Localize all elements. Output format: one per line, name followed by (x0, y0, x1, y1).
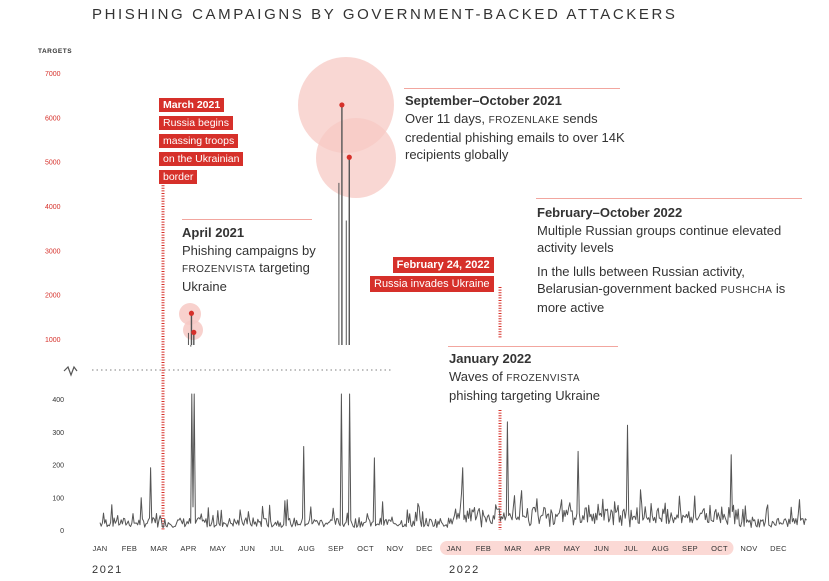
march-2021-tag-line: March 2021 (159, 98, 225, 112)
april-2021-body-pre: Phishing campaigns by (182, 243, 316, 258)
y-tick-label: 200 (52, 463, 64, 470)
y-tick-label: 1000 (45, 337, 61, 344)
jan-2022-heading: January 2022 (449, 351, 532, 366)
jan-2022-actor: FROZENVISTA (506, 373, 580, 384)
feboct-2022-body2-post: is more active (537, 281, 786, 315)
x-tick-label: MAR (504, 544, 522, 553)
x-tick-label: OCT (357, 544, 374, 553)
year-label-2022: 2022 (449, 564, 480, 576)
peak-highlight-circle (316, 118, 396, 198)
peak-point (188, 310, 195, 316)
x-tick-label: OCT (711, 544, 728, 553)
x-tick-label: FEB (122, 544, 138, 553)
x-tick-label: JAN (92, 544, 107, 553)
y-tick-label: 5000 (45, 160, 61, 167)
feb-24-2022-tag-line: Russia invades Ukraine (370, 276, 494, 292)
x-tick-label: APR (180, 544, 197, 553)
feboct-2022-rule (536, 198, 802, 199)
x-tick-label: MAY (564, 544, 581, 553)
x-tick-label: JUN (240, 544, 255, 553)
peak-point (339, 102, 345, 108)
april-2021-heading: April 2021 (182, 225, 245, 240)
x-tick-label: SEP (328, 544, 344, 553)
x-tick-label: APR (534, 544, 551, 553)
x-tick-label: FEB (476, 544, 492, 553)
y-tick-label: 300 (52, 430, 64, 437)
march-2021-tag-line: border (159, 170, 198, 184)
y-tick-label: 400 (52, 397, 64, 404)
feb-24-2022-tag: February 24, 2022 Russia invades Ukraine (370, 255, 494, 293)
feboct-2022-body1: Multiple Russian groups continue elevate… (537, 223, 782, 255)
y-tick-label: 2000 (45, 293, 61, 300)
x-tick-label: JUL (624, 544, 638, 553)
y-tick-label: 0 (60, 528, 64, 535)
x-tick-label: MAY (210, 544, 227, 553)
march-2021-tag-line: on the Ukrainian (159, 152, 244, 166)
april-2021-body: Phishing campaigns by FROZENVISTA target… (182, 242, 322, 295)
x-tick-label: NOV (386, 544, 403, 553)
sepoct-2021-body-post: sends credential phishing emails to over… (405, 111, 625, 162)
y-tick-label: 6000 (45, 115, 61, 122)
chart-title: PHISHING CAMPAIGNS BY GOVERNMENT-BACKED … (92, 6, 678, 23)
sepoct-2021-heading: September–October 2021 (405, 93, 562, 108)
feboct-2022-body2-pre: In the lulls between Russian activity, B… (537, 264, 745, 296)
x-tick-label: AUG (652, 544, 669, 553)
y-tick-label: 100 (52, 495, 64, 502)
march-2021-tag: March 2021 Russia begins massing troops … (159, 95, 244, 185)
march-2021-tag-line: massing troops (159, 134, 239, 148)
april-2021-actor: FROZENVISTA (182, 264, 256, 275)
april-2021-body-post: targeting Ukraine (182, 260, 310, 294)
x-tick-label: MAR (150, 544, 168, 553)
april-2021-rule (182, 219, 312, 220)
y-tick-label: 7000 (45, 71, 61, 78)
jan-2022-body-pre: Waves of (449, 369, 507, 384)
year-label-2021: 2021 (92, 564, 123, 576)
series-line (99, 393, 807, 528)
feb-24-2022-tag-line: February 24, 2022 (392, 257, 494, 273)
sepoct-2021-body: Over 11 days, FROZENLAKE sends credentia… (405, 110, 630, 163)
sepoct-2021-rule (404, 88, 620, 89)
y-tick-label: 4000 (45, 204, 61, 211)
x-tick-label: JAN (446, 544, 461, 553)
x-tick-label: DEC (416, 544, 433, 553)
sepoct-2021-body-pre: Over 11 days, (405, 111, 489, 126)
x-tick-label: DEC (770, 544, 787, 553)
peak-point (191, 329, 197, 335)
march-2021-tag-line: Russia begins (159, 116, 233, 130)
highlight-month-range (440, 541, 734, 555)
x-tick-label: AUG (298, 544, 315, 553)
axis-break-icon (63, 365, 78, 377)
y-tick-label: 3000 (45, 248, 61, 255)
x-tick-label: JUL (270, 544, 284, 553)
y-axis-label: TARGETS (38, 48, 73, 55)
feboct-2022-body2: In the lulls between Russian activity, B… (537, 263, 812, 316)
x-tick-label: JUN (594, 544, 609, 553)
x-tick-label: SEP (682, 544, 698, 553)
peak-point (346, 154, 352, 160)
x-tick-label: NOV (740, 544, 757, 553)
jan-2022-body-post: phishing targeting Ukraine (449, 388, 601, 403)
jan-2022-body: Waves of FROZENVISTA phishing targeting … (449, 368, 629, 404)
sepoct-2021-actor: FROZENLAKE (488, 115, 560, 126)
feboct-2022-actor: PUSHCHA (720, 285, 773, 296)
jan-2022-rule (448, 346, 618, 347)
feboct-2022-heading: February–October 2022 (537, 205, 683, 220)
